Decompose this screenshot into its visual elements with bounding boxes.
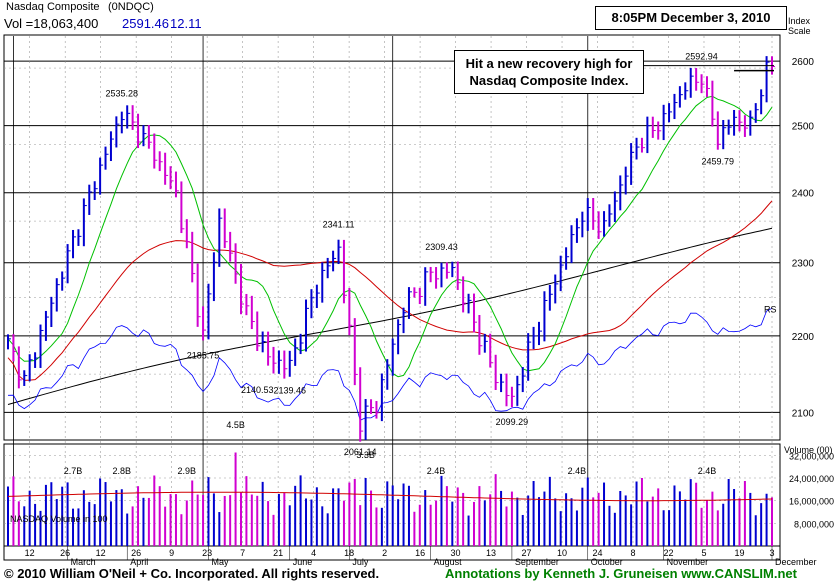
x-tick-label: 27 <box>522 548 532 558</box>
grid-lines: 2100 2200 2300 2400 2500 2600 12 26 12 26 9 23 7 21 4 1… <box>4 36 817 567</box>
price-tick-label: 2500 <box>792 122 815 133</box>
month-label: September <box>515 557 559 567</box>
annotation-credit: Annotations by Kenneth J. Gruneisen www.… <box>445 566 797 581</box>
x-tick-label: 23 <box>202 548 212 558</box>
x-tick-label: 21 <box>273 548 283 558</box>
volume-label: 2.4B <box>568 466 587 476</box>
copyright-text: © 2010 William O'Neil + Co. Incorporated… <box>4 566 380 581</box>
x-tick-label: 22 <box>664 548 674 558</box>
x-tick-label: 2 <box>382 548 387 558</box>
month-label: October <box>591 557 623 567</box>
ma-50-line <box>7 200 773 381</box>
timestamp: 8:05PM December 3, 2010 <box>611 10 771 25</box>
price-label: 2061.14 <box>344 447 377 457</box>
annotation-line-1: Hit a new recovery high for <box>465 56 633 71</box>
volume-panel-label: NASDAQ Volume in 100 <box>10 514 108 524</box>
x-tick-label: 5 <box>701 548 706 558</box>
symbol: (0NDQC) <box>108 1 154 13</box>
annotation-box: Hit a new recovery high for Nasdaq Compo… <box>454 50 644 94</box>
month-label: August <box>434 557 463 567</box>
scale-label: Index Scale <box>788 16 811 36</box>
ma-10-polyline <box>7 95 773 378</box>
rs-polyline <box>7 308 773 421</box>
rs-line <box>7 308 773 421</box>
close-readout: 2591.46 <box>122 16 169 31</box>
price-tick-label: 2100 <box>792 408 815 419</box>
price-label: 2592.94 <box>685 52 718 62</box>
x-tick-label: 19 <box>734 548 744 558</box>
ma-50-polyline <box>7 200 773 381</box>
index-name: Nasdaq Composite <box>6 1 100 13</box>
x-tick-label: 30 <box>451 548 461 558</box>
ma-10-line <box>7 95 773 378</box>
x-tick-label: 4 <box>311 548 316 558</box>
price-label: 2341.11 <box>323 220 355 230</box>
x-tick-label: 26 <box>60 548 70 558</box>
x-tick-label: 13 <box>486 548 496 558</box>
price-label: 2309.43 <box>425 242 458 252</box>
volume-label: 2.7B <box>64 466 83 476</box>
x-tick-label: 24 <box>593 548 603 558</box>
change-readout: 12.11 <box>170 16 202 31</box>
price-tick-label: 2400 <box>792 189 815 200</box>
volume-tick-label: 32,000,000 <box>789 451 834 461</box>
volume-average-line <box>7 491 773 502</box>
volume-label: 2.9B <box>178 466 197 476</box>
x-tick-label: 18 <box>344 548 354 558</box>
price-bars <box>7 56 775 442</box>
volume-readout: Vol =18,063,400 <box>4 16 99 31</box>
price-label: 2099.29 <box>496 417 529 427</box>
price-label: 2535.28 <box>106 89 139 99</box>
month-label: June <box>293 557 313 567</box>
x-tick-label: 9 <box>169 548 174 558</box>
timestamp-box: 8:05PM December 3, 2010 <box>595 6 787 30</box>
rs-label: RS <box>764 304 777 314</box>
x-tick-label: 16 <box>415 548 425 558</box>
month-label: April <box>130 557 148 567</box>
annotation-line-2: Nasdaq Composite Index. <box>469 73 629 88</box>
chart-labels: 2535.28 2185.75 2140.53 2139.46 2341.11 2061.… <box>64 52 777 476</box>
volume-label: 4.5B <box>226 420 245 430</box>
price-tick-label: 2600 <box>792 57 815 68</box>
x-tick-label: 12 <box>25 548 35 558</box>
x-tick-label: 26 <box>131 548 141 558</box>
volume-label: 2.4B <box>698 466 717 476</box>
volume-bars: 32,000,000 24,000,000 16,000,000 8,000,000 <box>4 451 834 546</box>
price-label: 2459.79 <box>702 156 735 166</box>
volume-tick-label: 16,000,000 <box>789 497 834 507</box>
price-label: 2139.46 <box>273 386 306 396</box>
volume-label: 3.3B <box>356 450 375 460</box>
month-label: July <box>352 557 369 567</box>
volume-panel-title: Volume (00) <box>784 445 833 455</box>
month-label: December <box>775 557 817 567</box>
price-tick-label: 2200 <box>792 332 815 343</box>
x-tick-label: 10 <box>557 548 567 558</box>
ma-200-polyline <box>7 227 773 405</box>
x-tick-label: 8 <box>631 548 636 558</box>
volume-label: 2.4B <box>427 466 446 476</box>
price-label: 2185.75 <box>187 351 220 361</box>
price-tick-label: 2300 <box>792 259 815 270</box>
volume-tick-label: 8,000,000 <box>794 519 834 529</box>
month-label: March <box>71 557 96 567</box>
ma-200-line <box>7 227 773 405</box>
x-tick-label: 12 <box>96 548 106 558</box>
volume-label: 2.8B <box>113 466 132 476</box>
month-label: November <box>667 557 709 567</box>
price-label: 2140.53 <box>241 385 274 395</box>
month-label: May <box>211 557 229 567</box>
volume-tick-label: 24,000,000 <box>789 474 834 484</box>
x-tick-label: 7 <box>240 548 245 558</box>
